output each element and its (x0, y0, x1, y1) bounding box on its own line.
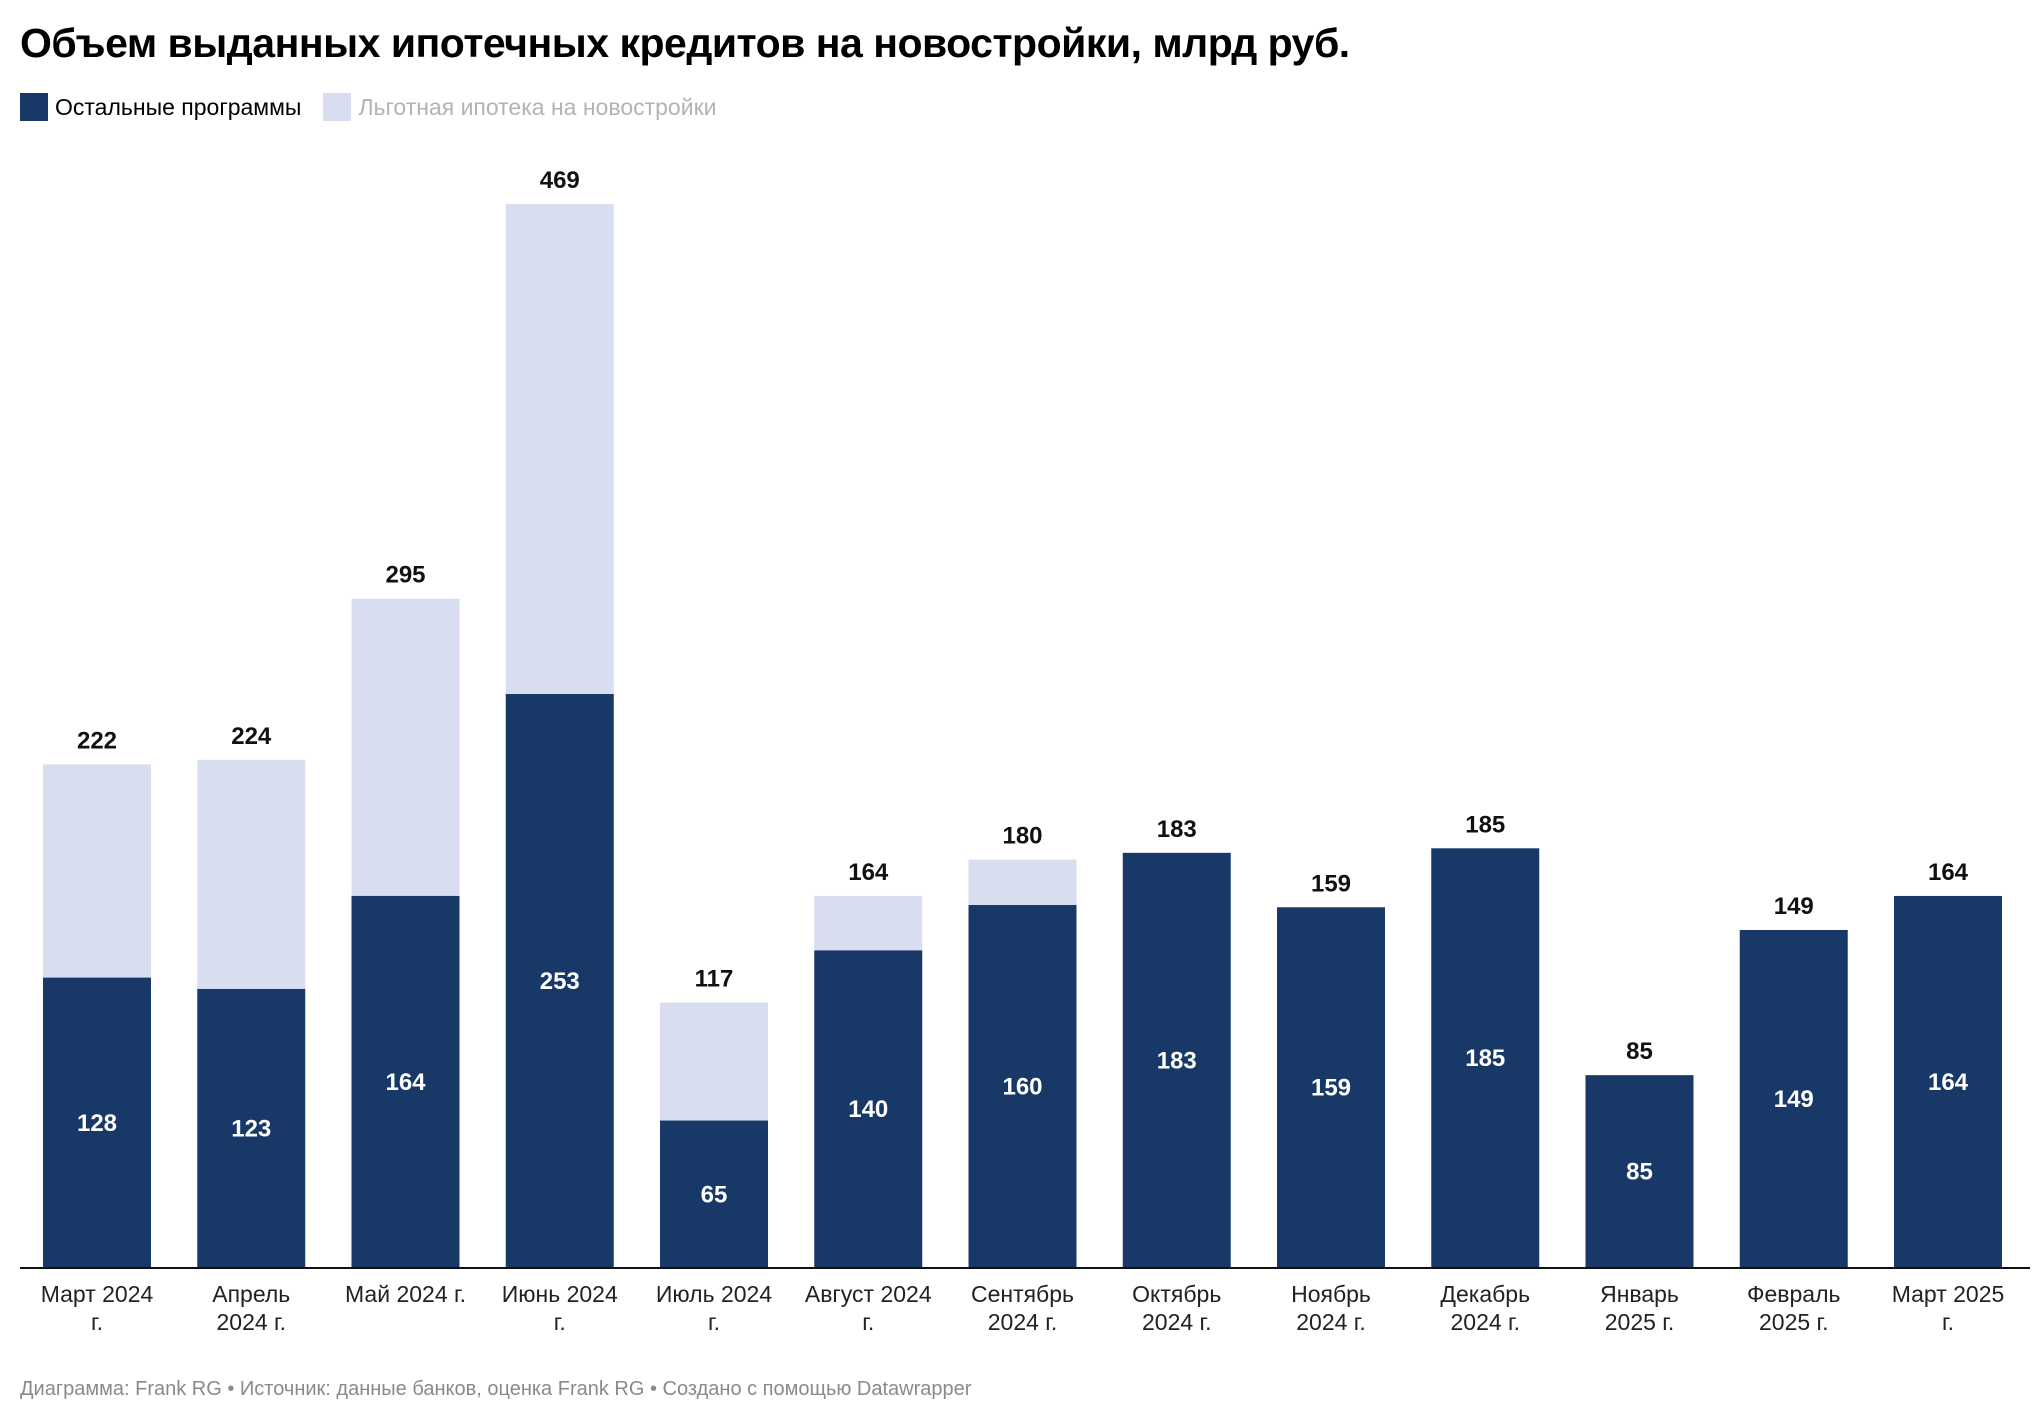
x-tick-label: Апрель (212, 1281, 290, 1307)
bar-value-label-other: 85 (1626, 1159, 1653, 1186)
bar-value-label-other: 128 (77, 1110, 117, 1137)
bar-segment-other (1122, 852, 1231, 1268)
bar-value-label-other: 123 (231, 1115, 271, 1142)
legend-swatch-preferential (323, 93, 352, 121)
x-tick-label: Март 2024 (41, 1281, 154, 1307)
bar-segment-preferential (968, 859, 1077, 906)
bar-segment-other (1277, 907, 1385, 1268)
x-tick-label: Май 2024 г. (345, 1281, 466, 1307)
x-tick-label: 2024 г. (1296, 1309, 1366, 1335)
bar-segment-preferential (660, 1002, 768, 1121)
legend-label-preferential: Льготная ипотека на новостройки (358, 93, 717, 120)
x-tick-label: 2024 г. (1142, 1309, 1212, 1335)
bar-segment-preferential (814, 895, 923, 951)
bar-total-label: 469 (540, 167, 580, 194)
bar-total-label: 149 (1774, 893, 1814, 920)
bar-segment-other (814, 950, 923, 1268)
bar-value-label-other: 164 (1928, 1069, 1969, 1096)
x-tick-label: Декабрь (1440, 1281, 1530, 1307)
bar-value-label-other: 159 (1311, 1075, 1351, 1102)
legend-label-other: Остальные программы (55, 93, 302, 120)
footer-credits: Диаграмма: Frank RG • Источник: данные б… (20, 1378, 972, 1400)
bar-segment-other (1894, 895, 2002, 1268)
bar-total-label: 295 (385, 562, 425, 589)
bar-segment-preferential (351, 598, 460, 896)
bar-total-label: 183 (1157, 816, 1197, 843)
bar-segment-other (197, 988, 306, 1268)
x-tick-label: г. (708, 1309, 720, 1335)
x-tick-label: г. (554, 1309, 566, 1335)
bar-segment-other (968, 905, 1077, 1268)
bar-segment-preferential (197, 759, 306, 989)
x-tick-label: 2024 г. (216, 1309, 286, 1335)
bar-total-label: 222 (77, 727, 117, 754)
x-tick-label: Август 2024 (805, 1281, 932, 1307)
bar-segment-other (1585, 1075, 1694, 1268)
x-tick-label: Март 2025 (1892, 1281, 2005, 1307)
x-tick-label: Октябрь (1132, 1281, 1221, 1307)
bar-segment-other (43, 977, 151, 1268)
bar-total-label: 85 (1626, 1038, 1653, 1065)
chart-title: Объем выданных ипотечных кредитов на нов… (20, 20, 1350, 66)
bar-total-label: 117 (695, 966, 734, 993)
x-tick-label: г. (1942, 1309, 1954, 1335)
x-tick-label: 2025 г. (1759, 1309, 1829, 1335)
x-tick-label: Июль 2024 (656, 1281, 772, 1307)
bar-segment-other (1739, 929, 1848, 1268)
x-tick-label: Июнь 2024 (502, 1281, 618, 1307)
bar-segment-other (351, 895, 460, 1268)
x-tick-label: 2024 г. (988, 1309, 1058, 1335)
bar-segment-preferential (43, 764, 151, 978)
bar-total-label: 224 (231, 723, 272, 750)
bar-total-label: 164 (1928, 859, 1969, 886)
x-tick-label: 2024 г. (1450, 1309, 1520, 1335)
x-tick-label: Ноябрь (1291, 1281, 1371, 1307)
bar-value-label-other: 140 (848, 1096, 888, 1123)
x-tick-label: Январь (1600, 1281, 1679, 1307)
legend-item-other: Остальные программы (20, 93, 301, 121)
legend-swatch-other (20, 93, 48, 121)
bar-segment-other (505, 694, 614, 1268)
bar-segment-preferential (505, 204, 614, 695)
bar-total-label: 185 (1465, 811, 1505, 838)
bar-total-label: 159 (1311, 870, 1351, 897)
x-tick-label: Февраль (1747, 1281, 1840, 1307)
bar-value-label-other: 65 (701, 1181, 728, 1208)
legend-item-preferential: Льготная ипотека на новостройки (323, 93, 716, 121)
bar-total-label: 164 (848, 859, 889, 886)
bar-group: 164 295 Май 2024 г. (345, 562, 466, 1307)
bar-value-label-other: 164 (385, 1069, 426, 1096)
bar-value-label-other: 149 (1774, 1086, 1814, 1113)
x-tick-label: 2025 г. (1605, 1309, 1675, 1335)
bar-value-label-other: 160 (1002, 1074, 1042, 1101)
bar-segment-other (1431, 848, 1540, 1268)
x-tick-label: Сентябрь (971, 1281, 1074, 1307)
legend: Остальные программы Льготная ипотека на … (20, 93, 738, 121)
bar-value-label-other: 183 (1157, 1047, 1197, 1074)
bar-value-label-other: 185 (1465, 1045, 1505, 1072)
bar-value-label-other: 253 (540, 968, 580, 995)
bar-segment-other (660, 1120, 768, 1268)
bar-total-label: 180 (1002, 823, 1042, 850)
x-tick-label: г. (91, 1309, 103, 1335)
x-tick-label: г. (862, 1309, 874, 1335)
